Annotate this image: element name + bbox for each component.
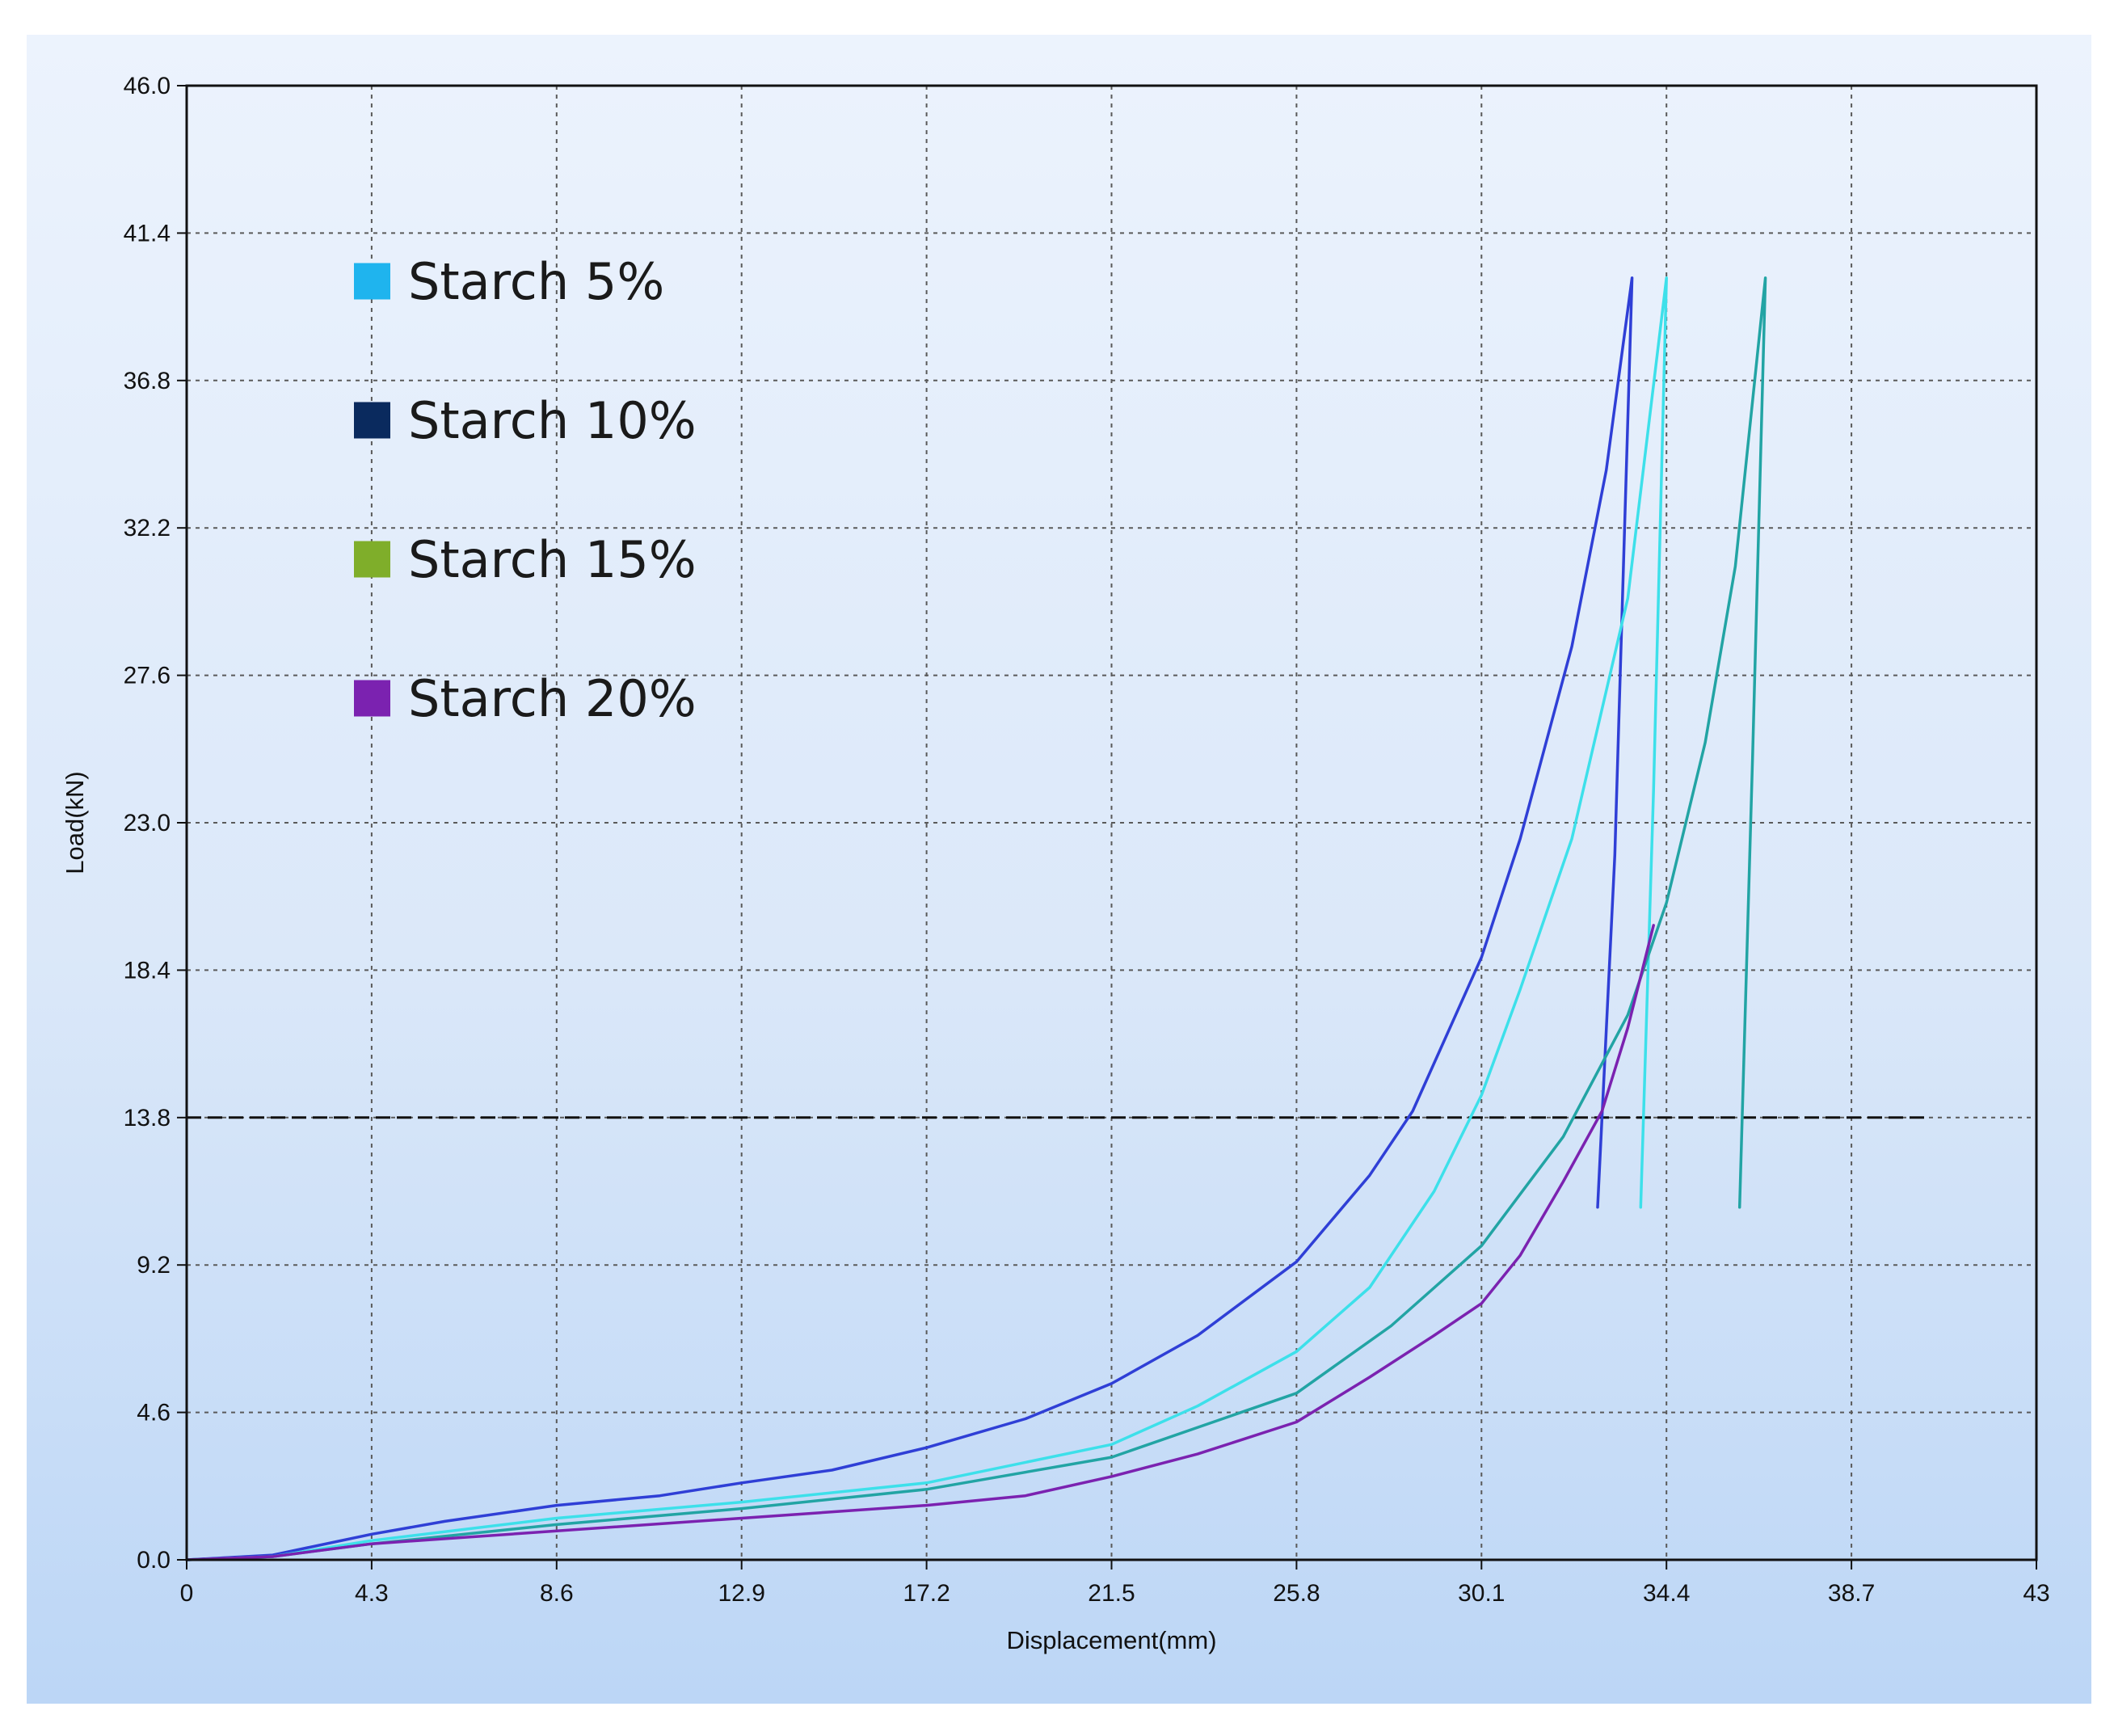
x-tick-label: 30.1 [1458,1580,1505,1607]
y-tick-label: 32.2 [124,515,171,541]
x-tick-label: 43 [2023,1580,2049,1607]
axes [177,84,2038,1570]
series-line-1 [185,276,1634,1561]
series-line-2 [185,276,1668,1561]
x-tick-label: 38.7 [1828,1580,1875,1607]
y-tick-label: 9.2 [137,1252,171,1279]
x-tick-label: 8.6 [540,1580,574,1607]
y-tick-label: 18.4 [124,957,171,984]
y-tick-labels: 0.0 4.6 9.2 13.8 18.4 23.0 27.6 32.2 36.8 41.4 46.… [124,73,171,1574]
legend-swatch [354,263,390,300]
y-tick-label: 46.0 [124,73,171,99]
legend-swatch [354,541,390,578]
legend-label: Starch 10% [408,391,697,450]
y-tick-label: 13.8 [124,1105,171,1131]
chart-panel: 0 4.3 8.6 12.9 17.2 21.5 25.8 30.1 34.4 38.7 43 0.… [27,35,2091,1704]
legend: Starch 5% Starch 10% Starch 15% Starch 20% [354,252,697,728]
x-tick-label: 0 [180,1580,194,1607]
y-tick-label: 41.4 [124,220,171,246]
y-tick-label: 0.0 [137,1547,171,1574]
load-displacement-chart: 0 4.3 8.6 12.9 17.2 21.5 25.8 30.1 34.4 38.7 43 0.… [61,73,2050,1654]
x-tick-label: 17.2 [903,1580,950,1607]
x-axis-title: Displacement(mm) [1006,1626,1216,1654]
y-axis-title: Load(kN) [61,771,89,874]
x-tick-labels: 0 4.3 8.6 12.9 17.2 21.5 25.8 30.1 34.4 38.7 43 [180,1580,2050,1607]
series-layer [185,276,1767,1561]
legend-swatch [354,680,390,717]
y-tick-label: 23.0 [124,810,171,836]
x-tick-label: 25.8 [1273,1580,1320,1607]
x-tick-label: 21.5 [1088,1580,1135,1607]
series-line-3 [185,276,1767,1561]
y-tick-label: 27.6 [124,663,171,689]
series-line-4 [185,924,1655,1561]
x-tick-label: 12.9 [718,1580,765,1607]
legend-label: Starch 5% [408,252,664,311]
y-tick-label: 4.6 [137,1400,171,1426]
x-tick-label: 4.3 [355,1580,389,1607]
x-tick-label: 34.4 [1643,1580,1690,1607]
y-tick-label: 36.8 [124,368,171,394]
legend-label: Starch 15% [408,530,697,589]
legend-swatch [354,402,390,439]
legend-label: Starch 20% [408,669,697,728]
